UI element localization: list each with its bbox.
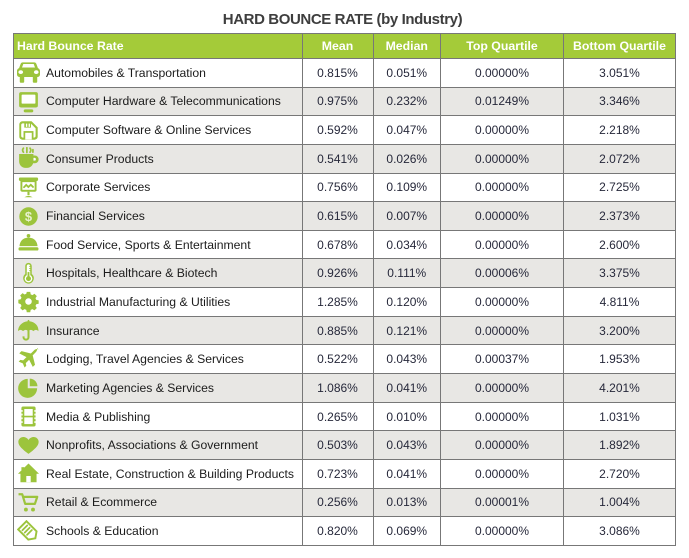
svg-text:$: $	[25, 209, 32, 224]
